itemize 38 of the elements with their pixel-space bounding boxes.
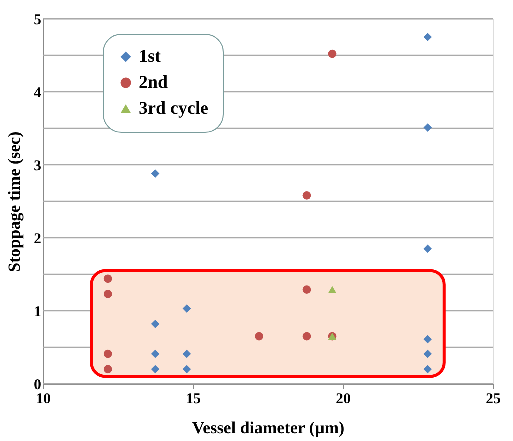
- point: [151, 365, 160, 374]
- point: [328, 50, 337, 58]
- y-tick-label: 1: [34, 304, 42, 320]
- point: [104, 350, 112, 358]
- point: [424, 365, 432, 374]
- point: [151, 320, 160, 328]
- point: [104, 365, 112, 374]
- y-tick-label: 2: [34, 232, 42, 248]
- point: [182, 365, 192, 374]
- y-tick-label: 0: [34, 378, 42, 394]
- legend-label: 3rd cycle: [139, 98, 208, 118]
- x-axis-title: Vessel diameter (µm): [192, 418, 345, 438]
- point: [424, 350, 432, 358]
- point: [255, 332, 264, 341]
- x-tick-label: 15: [186, 392, 201, 408]
- point: [104, 290, 112, 298]
- point: [302, 286, 312, 294]
- legend-label: 2nd: [139, 72, 168, 92]
- point: [424, 33, 432, 42]
- point: [151, 170, 160, 178]
- x-tick-label: 10: [36, 392, 51, 408]
- point: [424, 335, 432, 344]
- y-axis-title: Stoppage time (sec): [5, 132, 24, 272]
- x-tick-label: 20: [336, 392, 351, 408]
- point: [182, 304, 192, 313]
- point: [104, 274, 112, 284]
- point: [182, 350, 192, 358]
- point: [424, 124, 432, 132]
- point: [328, 286, 337, 294]
- legend-label: 1st: [139, 46, 162, 66]
- point: [302, 332, 312, 341]
- y-tick-label: 5: [34, 12, 42, 28]
- point: [151, 350, 160, 358]
- y-tick-label: 3: [34, 158, 42, 174]
- x-tick-label: 25: [486, 392, 501, 408]
- point: [424, 244, 432, 254]
- point: [302, 191, 312, 200]
- y-tick-label: 4: [34, 86, 42, 102]
